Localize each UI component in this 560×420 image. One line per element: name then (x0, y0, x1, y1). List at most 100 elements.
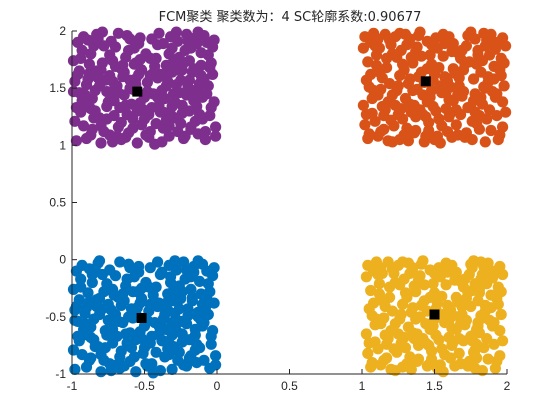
data-point-cluster-3 (117, 288, 129, 300)
data-point-cluster-2 (405, 51, 417, 63)
data-point-cluster-2 (466, 134, 478, 146)
data-point-cluster-2 (421, 63, 433, 75)
data-point-cluster-4 (428, 267, 441, 279)
data-point-cluster-4 (397, 256, 409, 268)
data-point-cluster-4 (392, 328, 404, 340)
data-point-cluster-1 (192, 82, 204, 94)
data-point-cluster-1 (153, 27, 165, 39)
data-point-cluster-1 (149, 60, 161, 72)
data-point-cluster-3 (152, 256, 164, 268)
data-point-cluster-3 (165, 276, 177, 289)
data-point-cluster-2 (475, 91, 487, 103)
data-point-cluster-3 (204, 286, 216, 298)
data-point-cluster-2 (386, 48, 398, 60)
data-point-cluster-4 (481, 333, 493, 345)
data-point-cluster-1 (115, 116, 127, 129)
data-point-cluster-1 (162, 75, 174, 87)
data-point-cluster-4 (472, 295, 484, 307)
data-point-cluster-2 (362, 132, 374, 145)
data-point-cluster-2 (456, 44, 468, 57)
data-point-cluster-4 (468, 346, 480, 358)
data-point-cluster-1 (205, 57, 217, 69)
data-point-cluster-2 (471, 118, 483, 130)
data-point-cluster-1 (82, 34, 94, 46)
data-point-cluster-4 (373, 278, 385, 290)
data-point-cluster-3 (69, 304, 81, 316)
data-point-cluster-1 (134, 97, 146, 109)
data-point-cluster-4 (459, 273, 471, 285)
data-point-cluster-4 (469, 362, 481, 374)
data-point-cluster-1 (83, 67, 95, 79)
data-point-cluster-3 (201, 265, 213, 277)
data-point-cluster-1 (176, 99, 188, 111)
data-point-cluster-2 (450, 104, 462, 116)
data-point-cluster-3 (120, 328, 132, 340)
data-point-cluster-1 (117, 59, 129, 71)
data-point-cluster-1 (92, 72, 104, 84)
data-point-cluster-2 (447, 63, 459, 75)
data-point-cluster-1 (154, 68, 166, 80)
data-point-cluster-3 (202, 308, 214, 321)
data-point-cluster-4 (385, 363, 397, 375)
data-point-cluster-3 (173, 280, 185, 292)
data-point-cluster-1 (196, 91, 209, 103)
data-point-cluster-4 (455, 318, 467, 330)
data-point-cluster-1 (78, 120, 90, 132)
y-tick-label: 0 (59, 253, 66, 267)
data-point-cluster-1 (124, 33, 136, 45)
data-point-cluster-2 (443, 111, 455, 123)
data-point-cluster-1 (173, 51, 185, 63)
data-point-cluster-3 (95, 366, 107, 378)
data-point-cluster-1 (121, 108, 133, 121)
data-point-cluster-1 (199, 126, 211, 138)
data-point-cluster-1 (166, 66, 178, 78)
data-point-cluster-1 (144, 70, 156, 82)
cluster-center-3 (136, 313, 147, 323)
data-point-cluster-1 (150, 118, 162, 130)
data-point-cluster-3 (92, 257, 104, 269)
data-point-cluster-1 (131, 137, 143, 149)
data-point-cluster-3 (128, 351, 140, 363)
data-point-cluster-1 (204, 110, 216, 122)
data-point-cluster-3 (134, 326, 146, 338)
data-point-cluster-4 (450, 291, 462, 303)
data-point-cluster-3 (208, 297, 220, 309)
data-point-cluster-4 (497, 268, 509, 281)
data-point-cluster-1 (163, 48, 175, 60)
data-point-cluster-1 (134, 54, 146, 66)
data-point-cluster-3 (105, 314, 117, 326)
data-point-cluster-3 (166, 317, 178, 329)
data-point-cluster-4 (378, 312, 390, 324)
data-point-cluster-3 (210, 359, 222, 371)
data-point-cluster-3 (109, 270, 122, 282)
y-tick-label: -0.5 (45, 310, 66, 324)
cluster-center-1 (132, 86, 143, 97)
data-point-cluster-1 (127, 122, 139, 134)
data-point-cluster-1 (80, 132, 93, 145)
data-point-cluster-3 (138, 342, 151, 354)
data-point-cluster-2 (439, 71, 451, 83)
data-point-cluster-1 (185, 121, 197, 133)
data-point-cluster-4 (488, 317, 500, 329)
data-point-cluster-2 (472, 49, 484, 61)
data-point-cluster-4 (446, 322, 458, 334)
data-point-cluster-2 (424, 49, 436, 61)
data-point-cluster-1 (138, 113, 151, 125)
data-point-cluster-1 (201, 36, 213, 49)
data-point-cluster-2 (391, 84, 403, 97)
data-point-cluster-3 (76, 349, 88, 361)
data-point-cluster-4 (455, 358, 467, 370)
data-point-cluster-3 (181, 264, 193, 276)
data-point-cluster-1 (141, 86, 153, 98)
data-point-cluster-2 (430, 105, 442, 117)
x-tick-label: 0.5 (281, 379, 298, 393)
data-point-cluster-3 (111, 359, 123, 371)
data-point-cluster-4 (423, 359, 435, 371)
data-point-cluster-1 (152, 91, 164, 103)
data-point-cluster-3 (146, 330, 158, 342)
data-point-cluster-2 (453, 72, 465, 84)
data-point-cluster-2 (478, 81, 490, 93)
data-point-cluster-1 (109, 41, 122, 53)
centers-layer (132, 76, 440, 323)
data-point-cluster-4 (415, 299, 427, 311)
